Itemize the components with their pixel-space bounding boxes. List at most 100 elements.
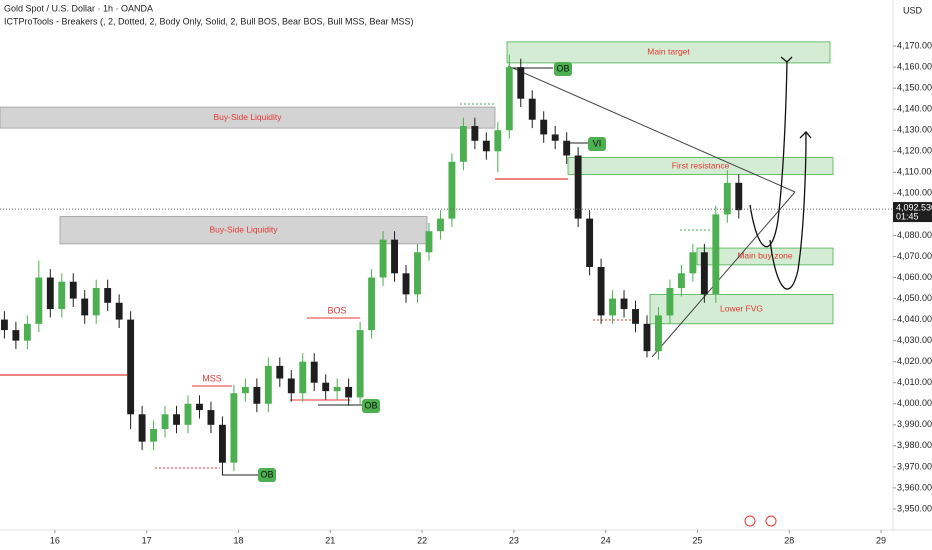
- candle-body: [723, 182, 731, 215]
- candle-body: [528, 98, 536, 120]
- candle-body: [609, 298, 617, 316]
- candle-body: [597, 267, 605, 316]
- candle-body: [310, 361, 318, 383]
- last-price-label: 4,092.530: [896, 202, 932, 212]
- candle-body: [448, 161, 456, 219]
- candle-body: [700, 252, 708, 295]
- y-tick-label: 4,050.000: [897, 293, 932, 303]
- candle-body: [632, 309, 639, 324]
- candle-body: [264, 365, 272, 404]
- zone-label: Lower FVG: [720, 303, 763, 313]
- trendline: [507, 65, 796, 193]
- candle-body: [368, 277, 376, 331]
- candle-body: [230, 393, 238, 463]
- candle-body: [414, 252, 421, 295]
- zone-label: Buy-Side Liquidity: [209, 224, 278, 234]
- annotation: OB: [364, 400, 377, 410]
- candle-body: [494, 130, 502, 152]
- candle-body: [735, 182, 743, 211]
- candle-body: [196, 403, 203, 411]
- y-tick-label: 4,010.000: [897, 377, 932, 387]
- candle-body: [643, 323, 651, 352]
- candles: [0, 54, 743, 476]
- candle-body: [471, 126, 479, 141]
- x-tick-label: 22: [417, 535, 427, 545]
- candle-body: [551, 134, 559, 141]
- candle-body: [436, 218, 444, 232]
- trendline: [651, 191, 796, 358]
- candle-body: [517, 67, 525, 99]
- candle-body: [241, 386, 249, 394]
- candle-body: [12, 330, 20, 341]
- y-tick-label: 3,980.000: [897, 440, 932, 450]
- y-tick-label: 4,110.000: [897, 167, 932, 177]
- candle-body: [425, 231, 433, 253]
- projection-arrow: [749, 61, 788, 248]
- candle-body: [689, 252, 697, 274]
- zone-label: Main target: [647, 47, 690, 57]
- zone: [59, 216, 428, 245]
- candle-body: [482, 140, 490, 152]
- zone: [0, 106, 496, 129]
- candle-body: [655, 315, 662, 352]
- zone: [649, 293, 834, 325]
- candle-body: [666, 288, 674, 316]
- x-tick-label: 23: [509, 535, 519, 545]
- badge: [258, 468, 276, 482]
- badge: [588, 137, 606, 151]
- candle-body: [58, 281, 66, 310]
- candle-body: [402, 273, 410, 295]
- annotation: BOS: [327, 305, 346, 315]
- currency: USD: [903, 5, 923, 15]
- zones: Main target Buy-Side Liquidity Buy-Side Li…: [0, 41, 834, 325]
- icon[interactable]: [744, 515, 756, 527]
- candle-body: [184, 403, 192, 425]
- zone-label: Main buy zone: [737, 251, 793, 261]
- candle-body: [104, 288, 112, 303]
- candle-body: [218, 424, 226, 463]
- x-tick-label: 29: [876, 535, 886, 545]
- y-tick-label: 4,130.000: [897, 125, 932, 135]
- projection-arrow: [769, 132, 807, 290]
- chart-title: Gold Spot / U.S. Dollar · 1h · OANDA: [4, 3, 153, 13]
- y-tick-label: 3,960.000: [897, 482, 932, 492]
- icon[interactable]: [765, 515, 777, 527]
- y-tick-label: 4,150.000: [897, 83, 932, 93]
- zone-label: First resistance: [672, 160, 730, 170]
- countdown: 01:45: [896, 211, 919, 221]
- y-tick-label: 4,070.000: [897, 251, 932, 261]
- y-tick-label: 4,040.000: [897, 314, 932, 324]
- x-tick-label: 24: [601, 535, 611, 545]
- y-tick-label: 4,170.000: [897, 40, 932, 50]
- badge: [554, 62, 572, 76]
- candle-body: [127, 319, 135, 415]
- y-tick-label: 4,000.000: [897, 398, 932, 408]
- zone: [567, 157, 834, 175]
- badge: [362, 399, 380, 413]
- candle-body: [333, 386, 341, 392]
- y-tick-label: 4,080.000: [897, 230, 932, 240]
- y-tick-label: 4,120.000: [897, 146, 932, 156]
- candle-body: [287, 378, 295, 394]
- y-tick-label: 3,950.000: [897, 503, 932, 513]
- x-tick-label: 17: [142, 535, 152, 545]
- arrow-head: [799, 131, 812, 139]
- candle-body: [574, 155, 582, 219]
- candle-body: [299, 361, 307, 394]
- candle-body: [138, 414, 146, 442]
- y-tick-label: 4,160.000: [897, 61, 932, 71]
- candle-body: [677, 273, 685, 289]
- candle-body: [540, 119, 548, 135]
- annotation: MSS: [202, 373, 222, 383]
- candle-body: [345, 386, 353, 398]
- x-tick-label: 16: [50, 535, 60, 545]
- candle-body: [207, 410, 215, 425]
- candle-body: [23, 323, 31, 341]
- candle-body: [92, 288, 100, 316]
- candle-body: [620, 298, 628, 310]
- zone-label: Buy-Side Liquidity: [213, 112, 282, 122]
- y-tick-label: 4,030.000: [897, 335, 932, 345]
- candle-body: [379, 239, 387, 278]
